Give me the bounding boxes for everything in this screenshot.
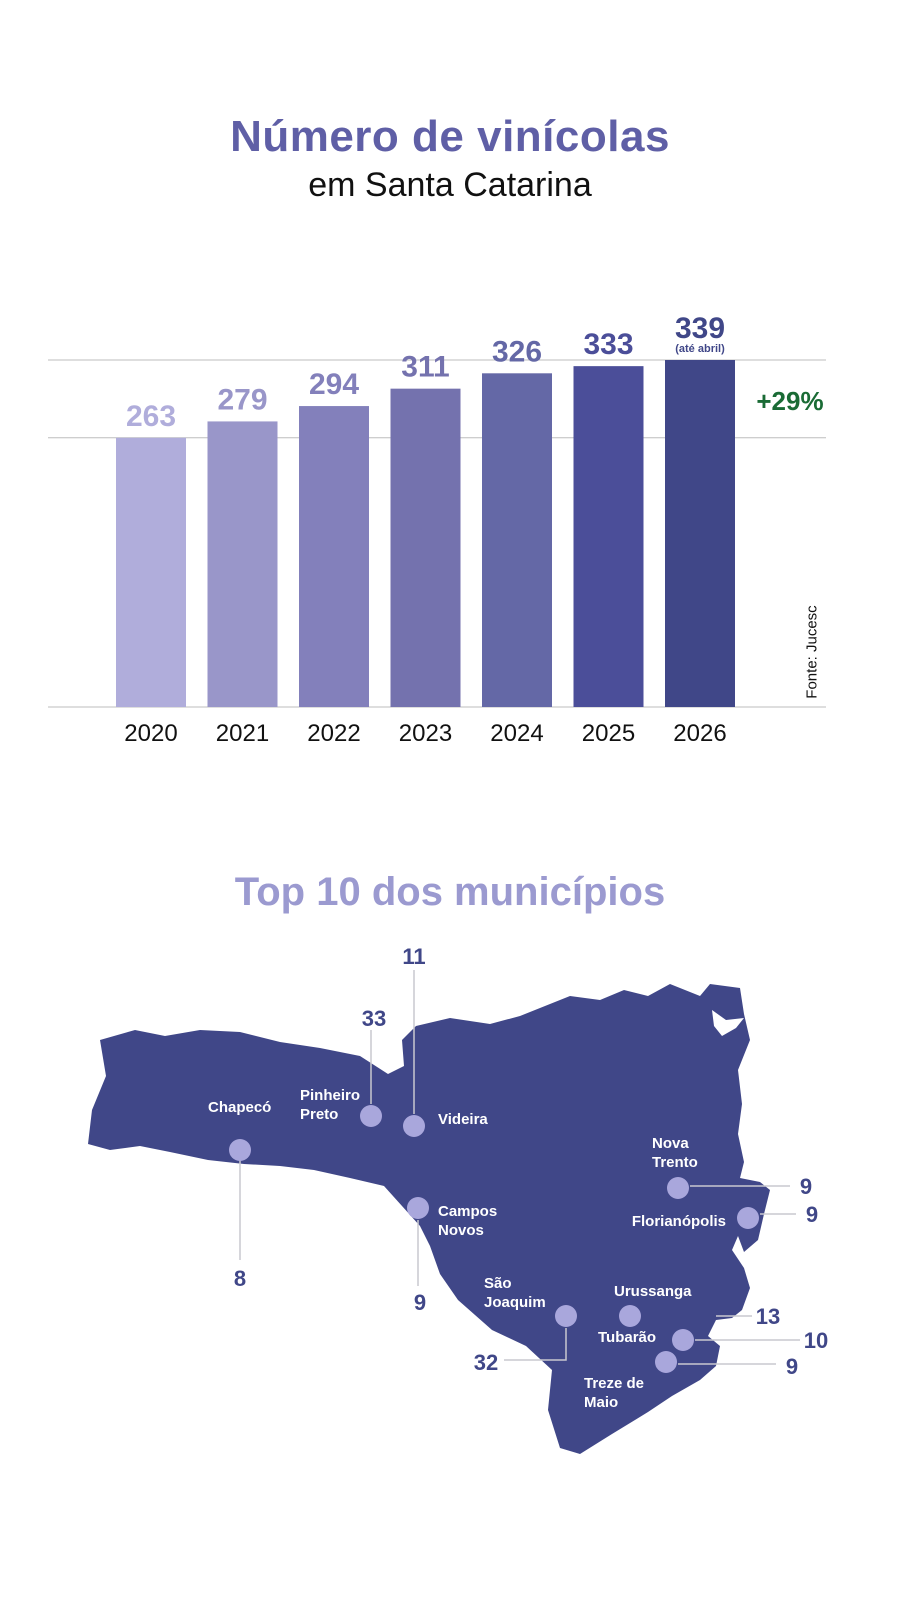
city-count-label: 9 xyxy=(806,1202,818,1227)
bar-chart: 263 2020 279 2021 294 2022 311 2023 326 2024 333 20… xyxy=(48,312,826,747)
city-marker xyxy=(403,1115,425,1137)
chart-subtitle: em Santa Catarina xyxy=(308,166,592,204)
city-name-label: Tubarão xyxy=(598,1329,656,1346)
x-tick-label: 2026 xyxy=(673,720,726,747)
city-name-label: Novos xyxy=(438,1222,484,1239)
bar-2022 xyxy=(299,406,369,707)
leader-line xyxy=(504,1328,567,1361)
bar-2024 xyxy=(482,373,552,707)
city-count-label: 32 xyxy=(474,1350,498,1375)
growth-label: +29% xyxy=(756,386,823,416)
x-tick-label: 2025 xyxy=(582,720,635,747)
bay-cutout xyxy=(712,1010,744,1036)
bar-value-label: 263 xyxy=(126,400,176,433)
city-marker xyxy=(619,1305,641,1327)
x-tick-label: 2023 xyxy=(399,720,452,747)
city-marker xyxy=(672,1329,694,1351)
bar-value-label: 326 xyxy=(492,335,542,368)
bar-2020 xyxy=(116,437,186,707)
x-tick-label: 2021 xyxy=(216,720,269,747)
city-name-label: Preto xyxy=(300,1106,338,1123)
city-marker xyxy=(655,1351,677,1373)
city-marker xyxy=(737,1207,759,1229)
x-tick-label: 2022 xyxy=(307,720,360,747)
city-name-label: São xyxy=(484,1275,512,1292)
city-name-label: Pinheiro xyxy=(300,1087,360,1104)
city-count-label: 13 xyxy=(756,1304,780,1329)
city-name-label: Videira xyxy=(438,1111,488,1128)
map-section-title: Top 10 dos municípios xyxy=(234,870,666,914)
city-name-label: Trento xyxy=(652,1154,698,1171)
bar-value-label: 339 xyxy=(675,312,725,345)
city-marker xyxy=(407,1197,429,1219)
city-name-label: Chapecó xyxy=(208,1099,271,1116)
city-count-label: 10 xyxy=(804,1328,828,1353)
city-count-label: 9 xyxy=(800,1174,812,1199)
city-marker xyxy=(229,1139,251,1161)
bar-value-label: 279 xyxy=(217,383,267,416)
city-name-label: Joaquim xyxy=(484,1294,546,1311)
city-marker xyxy=(667,1177,689,1199)
city-name-label: Maio xyxy=(584,1394,618,1411)
bar-value-label: 333 xyxy=(583,328,633,361)
chart-title: Número de vinícolas xyxy=(230,112,670,161)
city-name-label: Nova xyxy=(652,1135,689,1152)
city-count-label: 9 xyxy=(414,1290,426,1315)
city-name-label: Florianópolis xyxy=(632,1213,726,1230)
city-count-label: 11 xyxy=(402,944,425,969)
bar-2025 xyxy=(573,366,644,707)
bar-value-label: 311 xyxy=(401,351,449,384)
city-name-label: Treze de xyxy=(584,1375,644,1392)
x-tick-label: 2020 xyxy=(124,720,177,747)
bar-value-label: 294 xyxy=(309,368,359,401)
bar-2021 xyxy=(207,421,278,707)
city-name-label: Campos xyxy=(438,1203,497,1220)
city-count-label: 9 xyxy=(786,1354,798,1379)
x-tick-label: 2024 xyxy=(490,720,543,747)
city-marker xyxy=(360,1105,382,1127)
bar-note-label: (até abril) xyxy=(675,343,725,355)
state-outline-shape xyxy=(88,984,770,1454)
bar-2026 xyxy=(665,360,735,707)
city-count-label: 8 xyxy=(234,1266,246,1291)
bar-2023 xyxy=(390,388,461,707)
city-name-label: Urussanga xyxy=(614,1283,692,1300)
city-count-label: 33 xyxy=(362,1006,386,1031)
city-marker xyxy=(555,1305,577,1327)
